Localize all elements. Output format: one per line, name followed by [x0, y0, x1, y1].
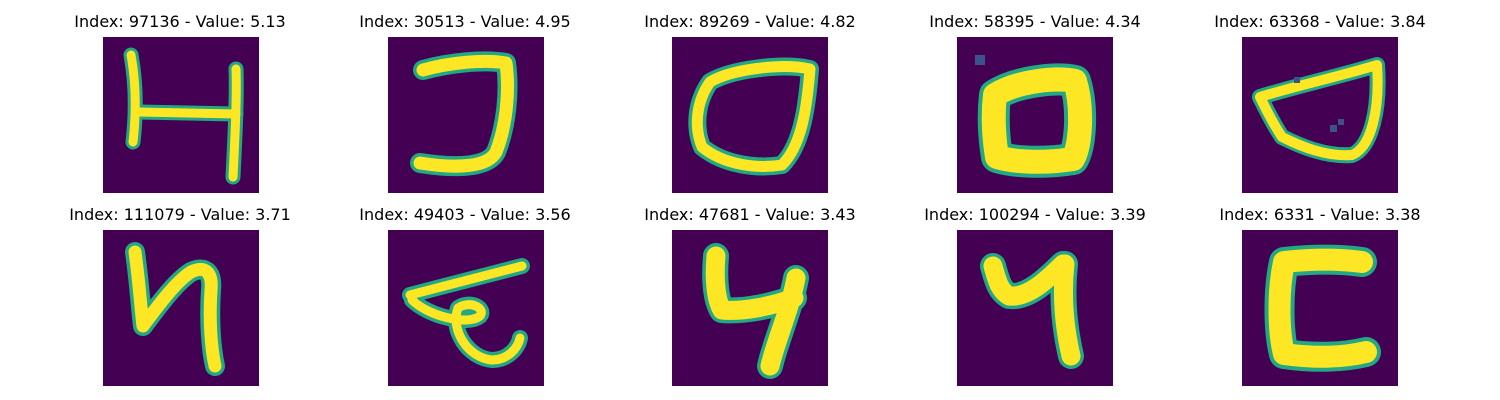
panel-title: Index: 58395 - Value: 4.34 [929, 12, 1141, 31]
panel-title: Index: 97136 - Value: 5.13 [74, 12, 286, 31]
glyph-image [1242, 230, 1398, 386]
glyph-image [957, 230, 1113, 386]
loop-glyph-icon [402, 258, 530, 368]
panel-title: Index: 63368 - Value: 3.84 [1214, 12, 1426, 31]
panel-title: Index: 89269 - Value: 4.82 [644, 12, 856, 31]
panel-title: Index: 6331 - Value: 3.38 [1219, 205, 1421, 224]
bowl-loop-glyph-icon [1252, 57, 1386, 164]
glyph-image [103, 37, 259, 193]
glyph-image [1242, 37, 1398, 193]
panel-title: Index: 30513 - Value: 4.95 [359, 12, 571, 31]
j-glyph-icon [410, 51, 518, 177]
glyph-image [957, 37, 1113, 193]
glyph-image [672, 230, 828, 386]
glyph-image [388, 37, 544, 193]
glyph-image [672, 37, 828, 193]
h-glyph-icon [123, 47, 244, 185]
square-loop-glyph-icon [975, 55, 1097, 178]
n-glyph-icon [125, 242, 225, 376]
four-glyph-icon [702, 243, 809, 379]
panel-title: Index: 49403 - Value: 3.56 [359, 205, 571, 224]
panel-title: Index: 47681 - Value: 3.43 [644, 205, 856, 224]
o-glyph-icon [688, 57, 819, 176]
glyph-image [103, 230, 259, 386]
glyph-image [388, 230, 544, 386]
seven-glyph-icon [980, 251, 1084, 369]
panel-title: Index: 111079 - Value: 3.71 [69, 205, 291, 224]
c-glyph-icon [1264, 244, 1381, 372]
panel-title: Index: 100294 - Value: 3.39 [924, 205, 1146, 224]
